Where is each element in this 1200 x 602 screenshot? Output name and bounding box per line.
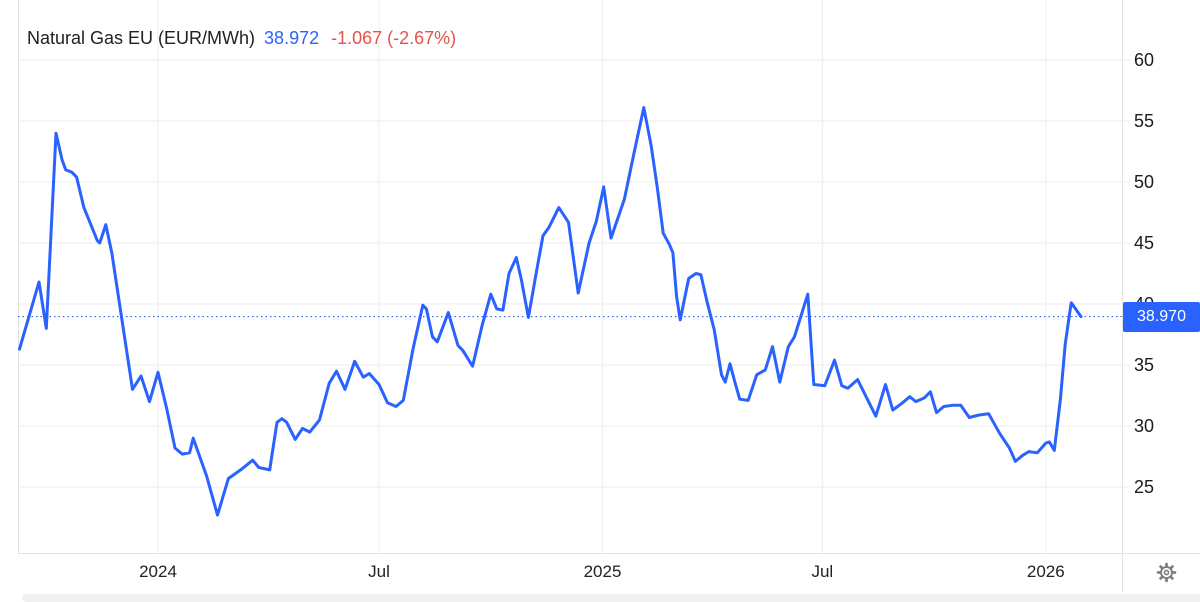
y-tick-label: 30 — [1134, 416, 1155, 436]
x-tick-label: 2026 — [1026, 562, 1065, 581]
y-tick-label: 60 — [1134, 50, 1155, 70]
x-tick-label: 2024 — [139, 562, 177, 581]
price-line-series — [18, 106, 1083, 517]
y-tick-label: 35 — [1134, 355, 1155, 375]
bottom-scroll-strip — [22, 594, 1200, 602]
x-tick-label: Jul — [811, 562, 834, 581]
price-change: -1.067 (-2.67%) — [331, 28, 457, 48]
y-tick-label: 50 — [1134, 172, 1155, 192]
chart-header: Natural Gas EU (EUR/MWh) 38.972 -1.067 (-2… — [27, 28, 456, 49]
last-price: 38.972 — [264, 28, 320, 48]
last-price-badge: 38.970 — [1123, 301, 1200, 332]
y-tick-label: 55 — [1134, 111, 1155, 131]
x-tick-label: 2025 — [583, 562, 622, 581]
instrument-name: Natural Gas EU (EUR/MWh) — [27, 28, 256, 48]
y-tick-label: 45 — [1134, 233, 1155, 253]
settings-gear-icon[interactable] — [1154, 560, 1179, 585]
y-tick-label: 25 — [1134, 477, 1155, 497]
x-tick-label: Jul — [368, 562, 390, 581]
